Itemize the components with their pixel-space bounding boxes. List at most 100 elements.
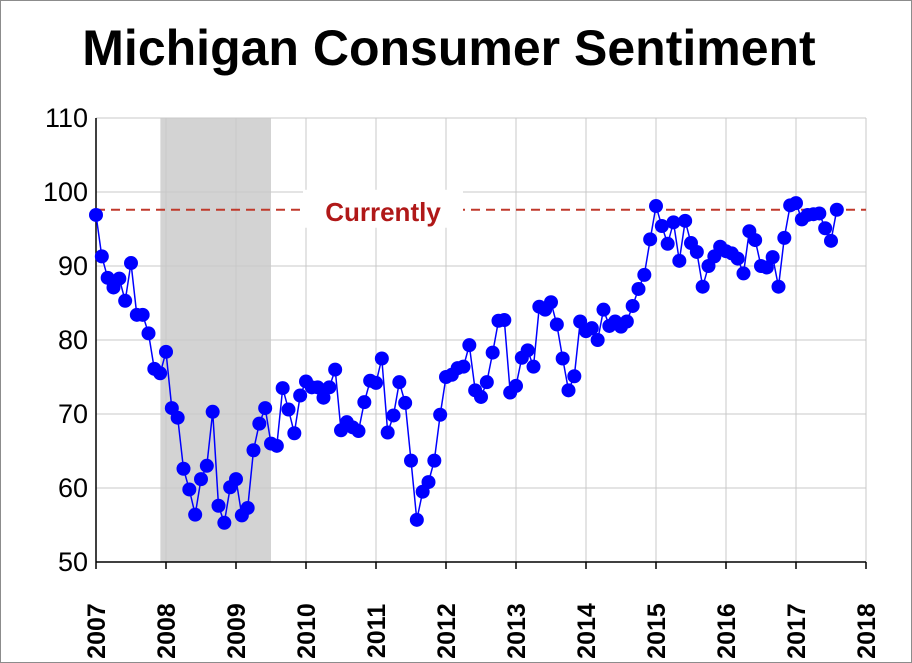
data-point [456, 359, 471, 374]
data-point [310, 380, 325, 395]
x-tick-label: 2012 [433, 603, 461, 659]
data-point [777, 230, 792, 245]
x-tick-label: 2017 [783, 603, 811, 659]
data-point [596, 302, 611, 317]
data-point [293, 388, 308, 403]
data-point [351, 424, 366, 439]
data-point [275, 381, 290, 396]
data-point [544, 295, 558, 310]
data-point [112, 271, 127, 286]
chart-title: Michigan Consumer Sentiment [82, 20, 816, 76]
data-point [205, 404, 220, 419]
data-point [625, 298, 640, 313]
data-point [194, 472, 208, 487]
y-tick-label: 90 [58, 251, 88, 281]
x-tick-label: 2009 [223, 603, 251, 659]
data-point [678, 213, 693, 228]
data-point [124, 256, 138, 271]
data-point [695, 279, 710, 294]
data-point [94, 249, 109, 264]
data-point [369, 375, 383, 390]
data-point [759, 260, 774, 275]
data-point [421, 475, 436, 490]
data-point [520, 343, 535, 358]
data-point [474, 389, 488, 404]
data-point [170, 410, 185, 425]
data-point [182, 482, 197, 497]
data-point [322, 380, 337, 395]
data-point [159, 344, 173, 359]
data-point [357, 395, 372, 410]
data-point [672, 253, 687, 268]
reference-label-bg [303, 189, 463, 228]
data-point [649, 199, 663, 214]
data-point [281, 402, 296, 417]
data-point [643, 232, 658, 247]
data-point [89, 207, 103, 222]
data-point [736, 266, 751, 281]
data-point [485, 345, 500, 360]
data-point [637, 267, 652, 282]
y-tick-label: 60 [58, 473, 88, 503]
data-point [526, 359, 541, 374]
data-point [730, 251, 745, 266]
data-point [380, 425, 395, 440]
y-tick-label: 100 [43, 177, 88, 207]
data-point [240, 500, 255, 515]
data-point [316, 390, 331, 405]
x-tick-label: 2014 [573, 603, 601, 659]
y-tick-label: 70 [58, 399, 88, 429]
data-point [479, 375, 494, 390]
data-point [176, 461, 191, 476]
data-point [374, 351, 389, 366]
data-point [269, 438, 284, 453]
data-point [153, 366, 168, 381]
data-point [818, 221, 833, 236]
data-point [590, 333, 605, 347]
y-tick-label: 80 [58, 325, 88, 355]
reference-label: Currently [325, 197, 441, 227]
data-point [555, 351, 570, 366]
data-point [765, 250, 780, 265]
data-point [135, 307, 150, 322]
data-point [398, 395, 413, 410]
data-point [328, 362, 343, 377]
data-point [404, 453, 418, 468]
data-point [666, 215, 681, 230]
data-point [118, 293, 133, 308]
data-point [567, 369, 582, 384]
y-tick-label: 50 [58, 547, 88, 577]
data-point [561, 383, 576, 398]
x-tick-label: 2011 [363, 604, 391, 658]
data-point [386, 408, 401, 423]
data-point [392, 375, 407, 390]
data-point [258, 401, 273, 416]
data-point [824, 233, 838, 248]
data-point [549, 317, 564, 332]
data-point [789, 196, 803, 211]
data-point [287, 426, 302, 441]
data-point [409, 512, 424, 527]
x-tick-label: 2013 [503, 603, 531, 659]
data-point [199, 458, 214, 473]
data-point [217, 515, 232, 530]
data-point [654, 219, 669, 234]
data-point [619, 314, 634, 329]
x-tick-label: 2007 [83, 603, 111, 659]
x-tick-label: 2008 [153, 603, 181, 659]
y-tick-label: 110 [45, 103, 88, 133]
data-point [771, 279, 786, 294]
data-point [462, 338, 477, 353]
data-point [433, 407, 448, 422]
data-point [229, 472, 243, 487]
data-point [660, 236, 675, 251]
data-point [141, 326, 156, 341]
data-point [427, 453, 442, 468]
data-point [584, 321, 599, 336]
data-point [252, 416, 267, 431]
data-point [748, 233, 763, 248]
x-tick-label: 2016 [713, 603, 741, 659]
data-point [497, 313, 512, 328]
